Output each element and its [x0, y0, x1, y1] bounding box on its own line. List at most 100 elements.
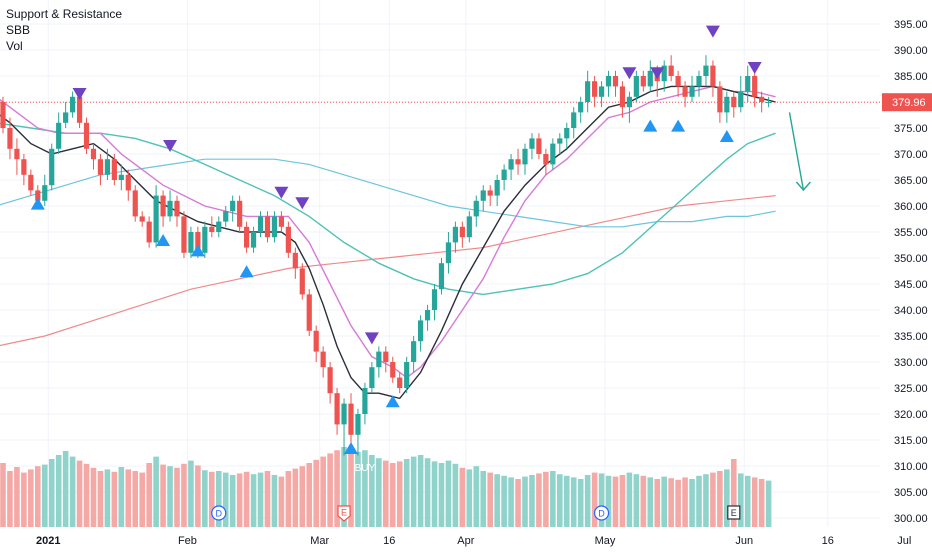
volume-bar: [424, 458, 431, 527]
candle-body: [647, 70, 653, 87]
candle-body: [682, 86, 688, 97]
candle-body: [181, 216, 187, 253]
earnings-marker-label: E: [341, 508, 347, 518]
support-marker: [344, 442, 358, 454]
price-tick-label: 345.00: [894, 279, 928, 291]
candle-body: [271, 216, 278, 238]
volume-bar: [494, 474, 500, 527]
candle-body: [111, 159, 117, 180]
candle-body: [362, 388, 368, 414]
candle-body: [536, 138, 542, 154]
candle-body: [63, 112, 69, 123]
price-tick-label: 335.00: [894, 331, 928, 343]
candle-body: [49, 148, 55, 186]
candle-body: [160, 195, 166, 217]
support-marker: [156, 234, 171, 246]
candle-body: [431, 289, 438, 310]
candle-body: [383, 351, 389, 362]
candle-body: [752, 76, 758, 97]
volume-bar: [584, 475, 591, 527]
candle-body: [195, 232, 201, 253]
legend-vol[interactable]: Vol: [6, 39, 23, 53]
candle-body: [675, 76, 681, 87]
candle-body: [97, 159, 104, 175]
dividend-marker: [593, 505, 610, 521]
earnings-marker: [337, 505, 351, 522]
dividend-marker-label: D: [216, 509, 223, 519]
volume-bar: [334, 450, 340, 527]
volume-bar: [536, 473, 542, 527]
volume-bar: [250, 474, 257, 527]
volume-bar: [689, 479, 695, 527]
candle-body: [605, 76, 612, 87]
candle-body: [244, 226, 250, 248]
time-axis[interactable]: 52021FebMar16AprMayJun16Jul: [0, 528, 911, 550]
candle-body: [299, 268, 305, 295]
volume-bar: [264, 471, 271, 527]
price-axis[interactable]: 395.00390.00385.00380.00375.00370.00365.…: [882, 0, 932, 550]
ma-red-line: [0, 195, 776, 347]
volume-bar: [348, 448, 354, 527]
candle-body: [125, 174, 131, 191]
candle-body: [341, 403, 347, 425]
volume-bar: [668, 478, 674, 527]
candle-body: [626, 96, 632, 108]
volume-bar: [83, 463, 90, 527]
time-tick-label: Jul: [897, 535, 911, 547]
price-tick-label: 390.00: [894, 45, 928, 57]
volume-bar: [55, 455, 62, 527]
price-tick-label: 305.00: [894, 487, 928, 499]
time-axis-bg: [0, 528, 882, 550]
volume-bar: [7, 471, 13, 527]
candle-body: [571, 112, 577, 128]
volume-bar: [383, 460, 389, 527]
candle-body: [70, 96, 76, 113]
legend-support-resistance[interactable]: Support & Resistance: [6, 7, 123, 21]
volume-bar: [557, 474, 563, 527]
candle-body: [132, 190, 138, 217]
legend-sbb[interactable]: SBB: [6, 23, 31, 37]
candle-body: [216, 221, 222, 232]
price-tick-label: 320.00: [894, 409, 928, 421]
candle-body: [445, 242, 452, 264]
candle-body: [424, 310, 431, 321]
volume-bar: [591, 472, 598, 527]
time-tick-label: 16: [383, 535, 395, 547]
volume-bar: [508, 477, 514, 527]
volume-bar: [410, 456, 417, 527]
volume-bar: [431, 461, 438, 527]
volume-bar: [181, 463, 187, 527]
candle-body: [292, 252, 298, 269]
volume-bar: [473, 466, 480, 527]
candle-body: [466, 216, 472, 238]
resistance-marker: [747, 62, 762, 74]
candle-body: [494, 180, 500, 196]
resistance-marker: [622, 67, 637, 80]
volume-bar: [132, 471, 139, 527]
volume-bar: [21, 472, 27, 527]
volume-bar: [647, 477, 654, 527]
current-price-label: 379.96: [892, 97, 926, 109]
support-marker: [719, 130, 734, 142]
candle-body: [390, 362, 396, 378]
volume-bar: [438, 463, 445, 527]
candle-body: [578, 102, 584, 113]
ma-teal-line: [0, 122, 776, 296]
moving-averages: [0, 85, 880, 400]
volume-bar: [529, 475, 535, 527]
candle-body: [348, 403, 354, 435]
candle-body: [355, 414, 361, 435]
volume-bar: [111, 471, 118, 527]
volume-bar: [577, 479, 584, 527]
indicator-legend: Support & Resistance SBB Vol: [6, 6, 122, 54]
volume-bar: [327, 453, 333, 527]
candle-body: [56, 122, 62, 149]
price-tick-label: 310.00: [894, 461, 928, 473]
time-tick-label: Jun: [735, 535, 753, 547]
volume-bar: [758, 479, 765, 527]
price-tick-label: 395.00: [894, 19, 928, 31]
candle-body: [703, 65, 709, 76]
time-tick-label: May: [595, 535, 616, 547]
